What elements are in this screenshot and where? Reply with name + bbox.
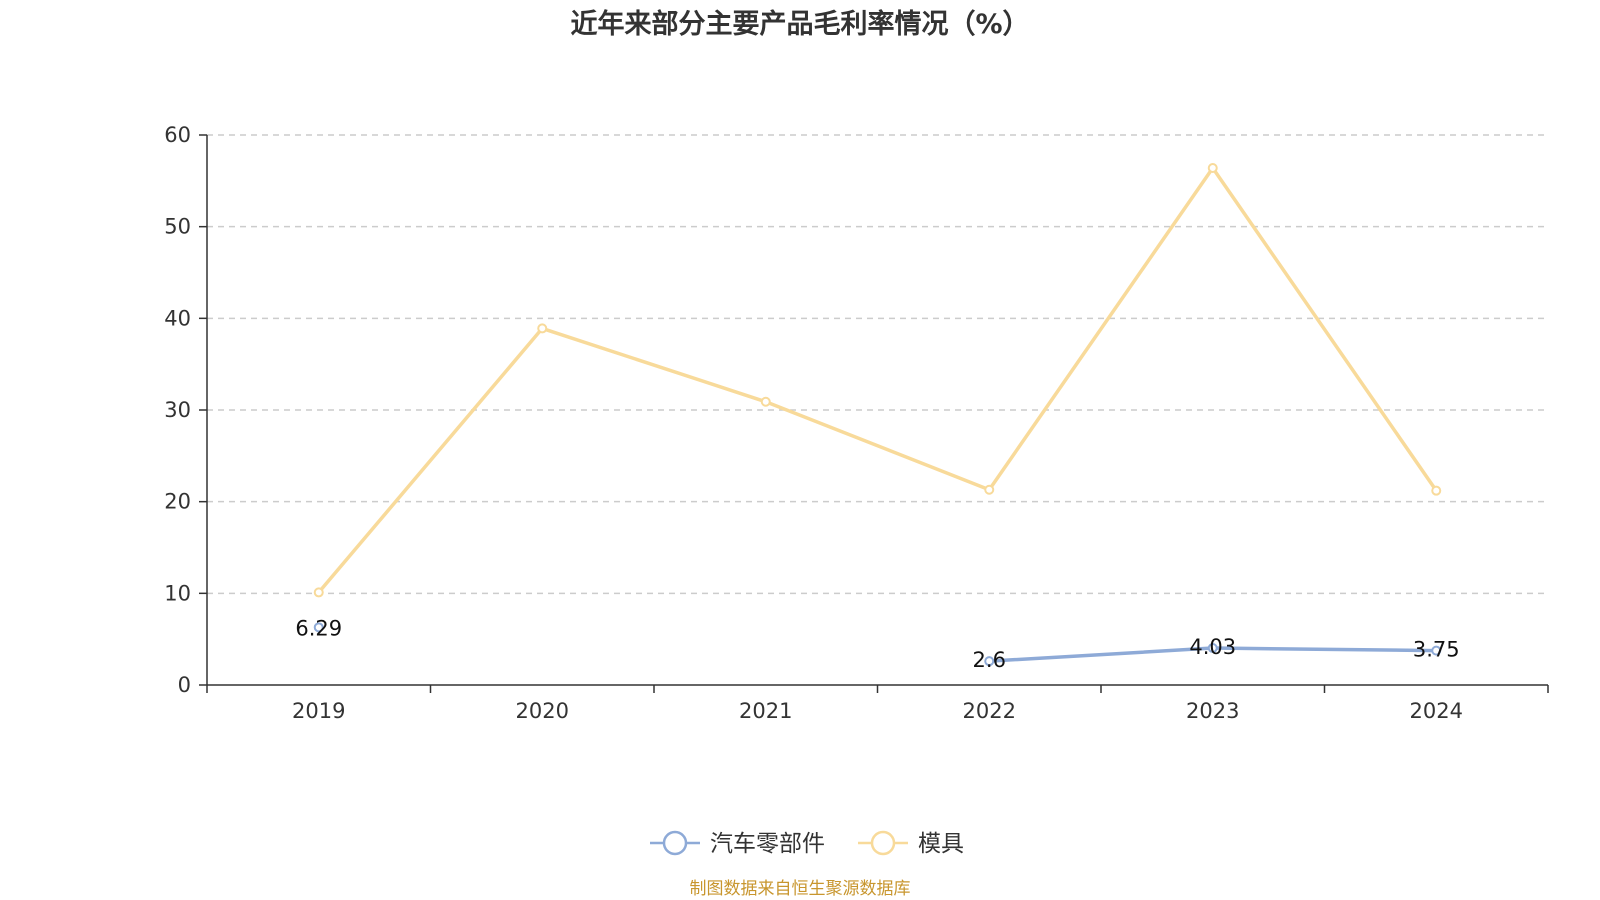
- data-label-2019: 6.29: [295, 616, 342, 640]
- y-tick-label: 20: [164, 490, 191, 514]
- legend-marker-icon: [870, 830, 896, 856]
- data-point-汽车零部件-2024[interactable]: [1431, 645, 1442, 656]
- chart-title: 近年来部分主要产品毛利率情况（%）: [570, 8, 1029, 40]
- source-note: 制图数据来自恒生聚源数据库: [690, 879, 911, 899]
- axes: 0 10 20 30 40 50 60 2019 2020 2021 2022 2023 2024: [164, 123, 1549, 723]
- data-label-2022: 2.6: [973, 648, 1006, 672]
- data-point-模具-2023[interactable]: [1207, 163, 1218, 173]
- x-tick-label-2023: 2023: [1186, 699, 1239, 723]
- legend-item-汽车零部件[interactable]: 汽车零部件: [650, 830, 825, 857]
- y-tick-label: 30: [164, 398, 191, 422]
- x-tick-label-2024: 2024: [1410, 699, 1463, 723]
- data-label-2023: 4.03: [1189, 635, 1236, 659]
- x-tick-label-2021: 2021: [739, 699, 792, 723]
- data-point-模具-2022[interactable]: [984, 484, 995, 495]
- y-tick-label: 10: [164, 581, 191, 605]
- legend-label: 汽车零部件: [710, 831, 825, 857]
- data-label-2024: 3.75: [1413, 638, 1460, 662]
- grid: [207, 134, 1548, 595]
- data-point-模具-2021[interactable]: [760, 396, 771, 407]
- y-tick-label: 60: [164, 123, 191, 147]
- series-汽车零部件: [313, 622, 1442, 667]
- data-point-汽车零部件-2023[interactable]: [1207, 643, 1218, 654]
- legend-marker-icon: [662, 830, 688, 856]
- data-labels: 6.29 2.6 4.03 3.75: [295, 616, 1459, 672]
- x-tick-label-2020: 2020: [516, 699, 569, 723]
- series-area: [313, 163, 1442, 667]
- series-模具: [313, 163, 1442, 598]
- data-point-汽车零部件-2022[interactable]: [984, 656, 995, 667]
- data-point-模具-2024[interactable]: [1431, 485, 1442, 496]
- legend-label: 模具: [918, 831, 964, 857]
- series-line-模具: [317, 166, 1438, 594]
- legend-item-模具[interactable]: 模具: [858, 830, 964, 857]
- y-tick-label: 0: [178, 673, 191, 697]
- x-tick-label-2019: 2019: [292, 699, 345, 723]
- data-point-模具-2019[interactable]: [313, 587, 324, 598]
- data-point-汽车零部件-2019[interactable]: [313, 622, 324, 633]
- y-tick-label: 40: [164, 306, 191, 330]
- y-tick-label: 50: [164, 215, 191, 239]
- legend[interactable]: 汽车零部件 模具: [650, 830, 964, 857]
- data-point-模具-2020[interactable]: [537, 323, 548, 334]
- x-tick-label-2022: 2022: [963, 699, 1016, 723]
